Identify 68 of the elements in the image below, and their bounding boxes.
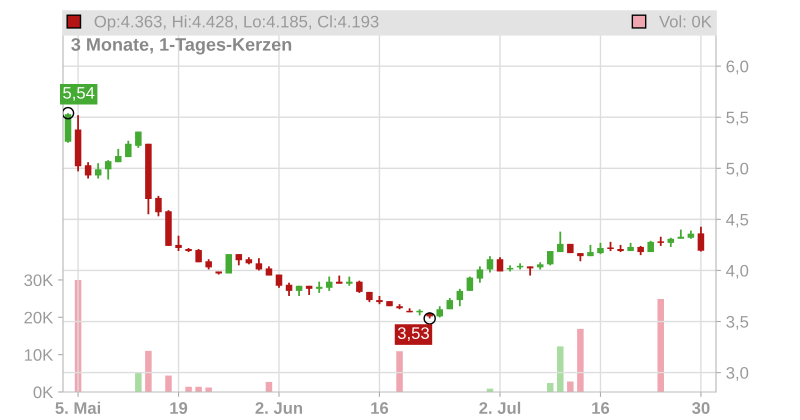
candlestick [456,288,464,308]
bar [266,382,272,392]
candlestick [286,282,292,297]
candlestick [597,242,604,256]
x-tick-label: 30 [692,402,710,414]
x-tick-label: 16 [371,402,388,414]
candlestick [496,256,504,272]
annotation: 5,54 [63,87,94,101]
bar [396,351,403,392]
candlestick [135,130,142,149]
x-tick-label: 2. Jun [255,402,302,414]
annotation: 3,53 [398,327,429,341]
x-tick-label: 5. Mai [55,402,100,414]
y2-tick-label: 20K [24,312,54,324]
candlestick [657,236,664,247]
candlestick [256,257,262,272]
y-tick-label: 5,5 [726,112,748,126]
candlestick [678,228,684,240]
legend-label: Vol: 0K [659,15,712,28]
x-tick-label: 16 [592,402,610,414]
candlestick [195,248,202,264]
candlestick [346,276,353,287]
candlestick [155,194,162,218]
bar [577,328,584,392]
bar [135,372,142,392]
text: 3 Monate, 1-Tages-Kerzen [71,38,292,54]
candlestick [466,276,474,292]
candlestick [637,245,644,256]
candlestick [175,234,182,252]
legend-label: Op:4.363, Hi:4.428, Lo:4.185, Cl:4.193 [94,15,378,31]
y-tick-label: 5,0 [726,162,748,176]
y-tick-label: 3,5 [726,316,748,330]
bar [165,376,172,392]
candlestick [698,226,704,252]
bar [557,346,564,392]
candlestick [94,162,102,180]
candlestick [236,253,242,266]
candlestick [326,276,332,292]
y2-tick-label: 0K [34,386,54,398]
candlestick [114,148,122,164]
candlestick [125,140,132,158]
y-tick-label: 3,0 [726,366,748,381]
candlestick [476,265,484,284]
candlestick [276,274,282,289]
candlestick [668,236,674,248]
candlestick [607,240,614,252]
bar [657,298,664,392]
candlestick [436,305,443,318]
y2-tick-label: 10K [24,349,54,361]
y-tick-label: 4,0 [726,264,748,279]
y-tick-label: 4,5 [726,214,748,228]
candlestick [205,258,212,270]
candlestick [356,280,363,294]
x-tick-label: 2. Jul [479,402,520,414]
candlestick [225,253,232,274]
bar [567,382,574,392]
candlestick [104,159,112,180]
x-tick-label: 19 [170,402,188,414]
y2-tick-label: 30K [24,274,54,286]
bar [145,350,152,392]
bar [546,383,554,392]
candlestick [316,280,322,294]
candlestick [486,255,494,274]
candlestick [84,161,92,180]
candlestick [557,230,564,253]
y-tick-label: 6,0 [726,60,748,74]
candlestick [446,297,454,310]
candlestick [546,250,554,266]
